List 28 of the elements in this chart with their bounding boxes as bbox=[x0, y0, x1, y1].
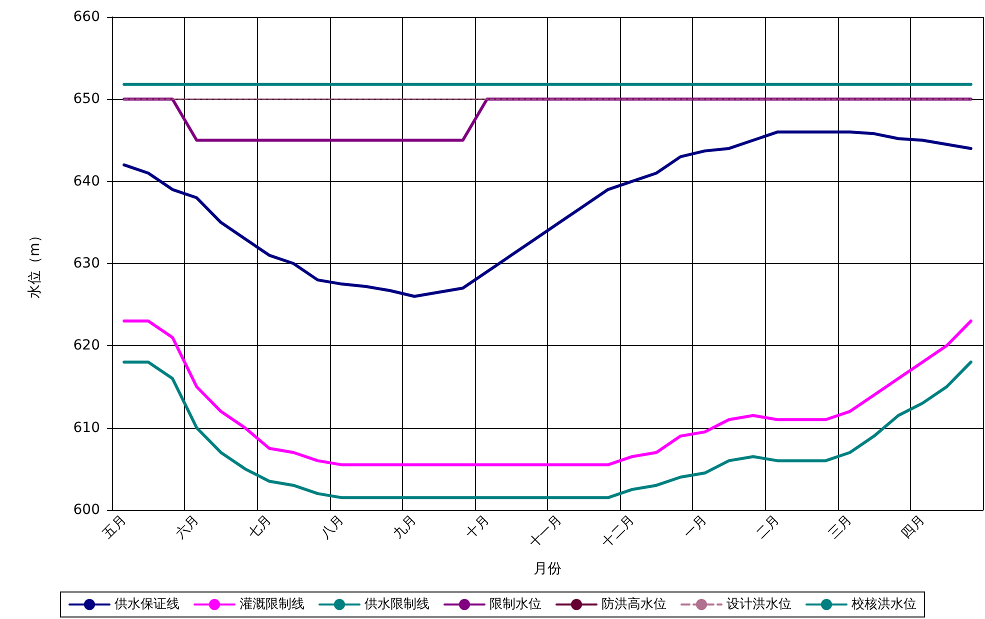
y-tick-label: 640 bbox=[73, 173, 100, 190]
x-tick-label: 九月 bbox=[390, 512, 420, 542]
legend-label: 灌溉限制线 bbox=[240, 597, 304, 612]
x-tick-label: 四月 bbox=[898, 512, 928, 542]
y-tick-label: 660 bbox=[73, 9, 100, 25]
x-tick-label: 十二月 bbox=[599, 512, 638, 551]
y-tick-label: 650 bbox=[73, 91, 100, 108]
legend-label: 限制水位 bbox=[490, 597, 542, 612]
y-tick-label: 600 bbox=[73, 502, 100, 518]
x-tick-label: 七月 bbox=[246, 512, 275, 542]
legend-label: 防洪高水位 bbox=[602, 596, 666, 612]
x-tick-label: 三月 bbox=[826, 512, 856, 542]
legend-label: 供水限制线 bbox=[364, 597, 430, 612]
legend-label: 设计洪水位 bbox=[726, 597, 792, 612]
x-tick-label: 二月 bbox=[754, 512, 783, 542]
x-tick-label: 五月 bbox=[100, 512, 130, 542]
x-tick-label: 六月 bbox=[172, 512, 202, 542]
y-axis-title: 水位（m） bbox=[27, 228, 43, 298]
x-tick-label: 十月 bbox=[463, 512, 492, 542]
x-axis-title: 月份 bbox=[534, 561, 562, 577]
x-tick-label: 一月 bbox=[681, 512, 710, 542]
legend-label: 供水保证线 bbox=[114, 597, 180, 612]
y-tick-label: 610 bbox=[73, 420, 100, 436]
y-tick-label: 630 bbox=[73, 256, 100, 272]
y-tick-label: 620 bbox=[73, 338, 100, 354]
legend-label: 校核洪水位 bbox=[850, 597, 916, 612]
x-tick-label: 八月 bbox=[318, 512, 348, 542]
x-tick-label: 十一月 bbox=[526, 512, 565, 551]
